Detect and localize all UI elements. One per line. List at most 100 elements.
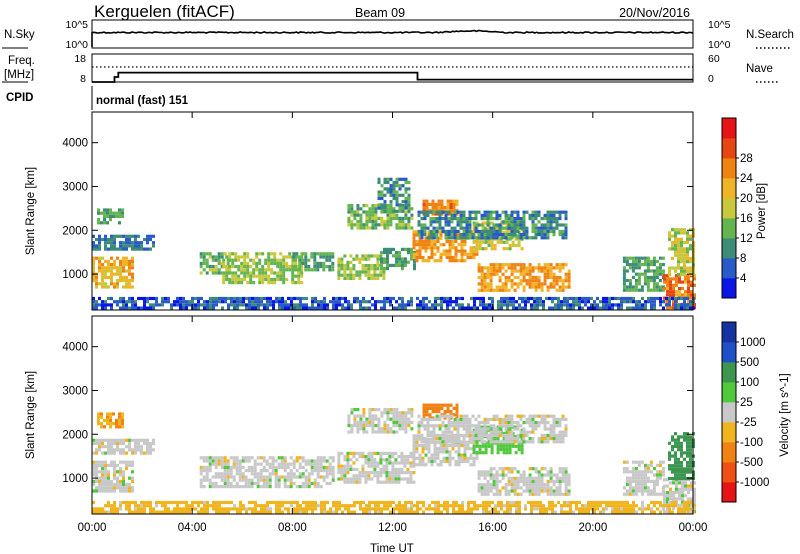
scatter-cell [305,306,308,310]
scatter-cell [549,220,553,224]
scatter-cell [537,483,541,487]
scatter-cell [435,217,439,221]
scatter-cell [407,251,410,255]
scatter-cell [140,448,143,452]
scatter-cell [122,279,125,283]
scatter-cell [669,280,672,284]
scatter-cell [322,252,326,256]
scatter-cell [677,237,680,241]
scatter-cell [474,226,478,230]
scatter-cell [543,437,547,441]
scatter-cell [683,228,686,232]
scatter-cell [671,247,674,251]
scatter-cell [677,435,680,439]
scatter-cell [211,258,215,262]
scatter-cell [359,507,362,511]
scatter-cell [534,282,538,286]
scatter-cell [292,255,296,259]
scatter-cell [243,271,247,275]
scatter-cell [149,507,152,511]
scatter-cell [377,504,380,508]
scatter-cell [305,510,308,514]
scatter-cell [98,259,101,263]
scatter-cell [95,451,98,455]
scatter-cell [335,504,338,508]
scatter-cell [266,510,269,514]
scatter-cell [548,296,551,301]
scatter-cell [322,475,326,479]
scatter-cell [298,485,302,489]
scatter-cell [194,306,197,310]
scatter-cell [560,303,563,307]
scatter-cell [543,233,547,237]
scatter-cell [649,269,653,273]
scatter-cell [262,478,266,482]
scatter-cell [528,417,532,421]
scatter-cell [116,470,119,474]
scatter-cell [564,272,568,276]
scatter-cell [564,213,568,217]
scatter-cell [229,465,233,469]
scatter-cell [477,269,481,273]
scatter-cell [131,303,134,307]
scatter-cell [137,247,140,251]
scatter-cell [267,277,271,281]
scatter-cell [659,296,662,301]
scatter-cell [104,510,107,514]
scatter-cell [637,463,641,467]
scatter-cell [232,459,236,463]
scatter-cell [508,444,512,448]
scatter-cell [110,445,113,449]
scatter-cell [282,261,286,265]
scatter-cell [242,303,245,307]
scatter-cell [218,296,221,301]
scatter-cell [346,451,350,455]
scatter-cell [561,414,565,418]
scatter-cell [462,220,466,224]
scatter-cell [677,247,680,251]
scatter-cell [517,444,521,448]
scatter-cell [401,226,405,230]
scatter-cell [465,217,469,221]
scatter-cell [483,427,487,431]
scatter-cell [395,226,399,230]
scatter-cell [661,486,665,490]
scatter-cell [459,433,463,437]
scatter-cell [617,303,620,307]
scatter-cell [355,474,359,478]
scatter-cell [575,296,578,301]
scatter-cell [382,276,386,280]
scatter-cell [206,303,209,307]
scatter-cell [331,472,335,476]
scatter-cell [392,247,395,251]
scatter-cell [398,411,402,415]
scatter-cell [683,303,686,307]
scatter-cell [483,470,487,474]
scatter-cell [364,270,368,274]
scatter-cell [499,447,503,452]
scatter-cell [307,478,311,482]
scatter-cell [456,437,460,441]
scatter-cell [284,500,287,505]
scatter-cell [452,413,456,417]
scatter-cell [491,300,494,304]
scatter-cell [125,237,128,242]
scatter-cell [454,255,458,260]
scatter-cell [469,246,473,250]
scatter-cell [472,447,476,452]
scatter-cell [319,485,323,489]
scatter-cell [395,300,398,304]
scatter-cell [683,269,686,273]
scatter-cell [646,279,650,283]
scatter-cell [182,500,185,505]
scatter-cell [431,406,435,410]
scatter-cell [362,204,366,208]
scatter-cell [380,507,383,511]
scatter-cell [423,223,427,227]
scatter-cell [634,489,638,493]
scatter-cell [286,478,290,482]
scatter-cell [444,430,448,434]
scatter-cell [469,453,473,457]
scatter-cell [674,269,677,273]
scatter-cell [480,229,484,233]
